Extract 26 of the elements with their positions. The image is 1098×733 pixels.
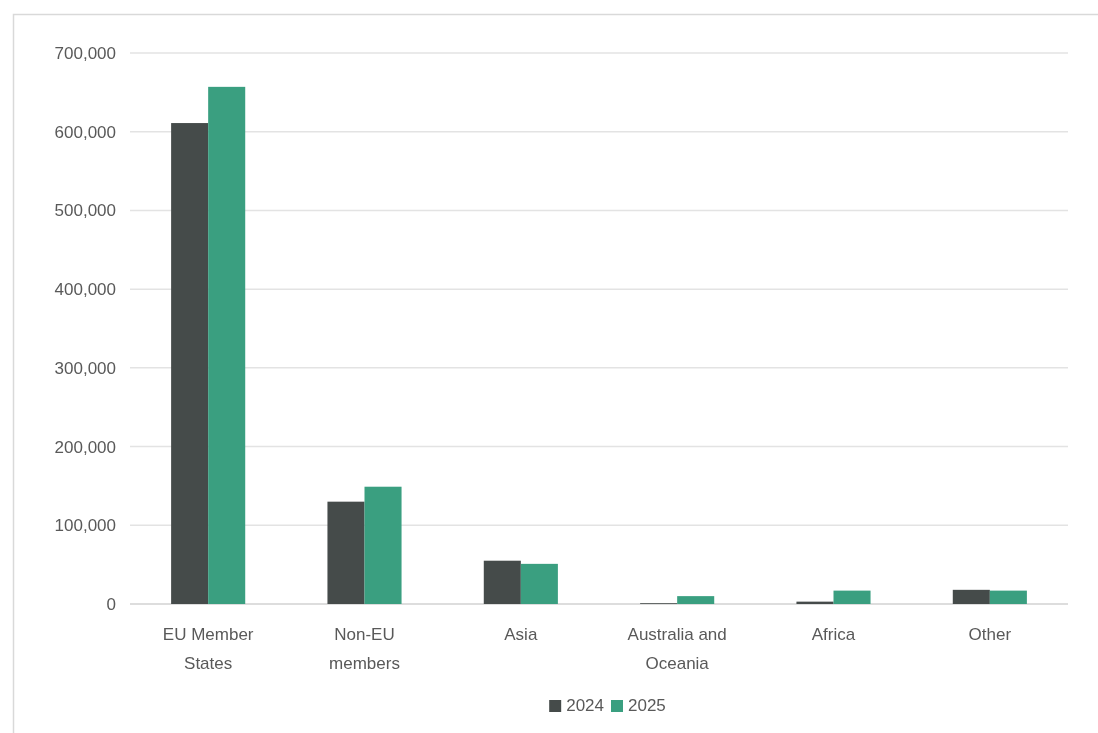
x-tick-label: Australia and Oceania — [627, 625, 727, 673]
bar — [952, 589, 990, 604]
bar — [833, 590, 871, 604]
legend-label: 2025 — [628, 696, 666, 715]
bar — [483, 560, 521, 604]
legend-label: 2024 — [566, 696, 605, 715]
y-tick-label: 200,000 — [54, 437, 116, 457]
y-tick-label: 500,000 — [54, 201, 116, 221]
y-tick-label: 700,000 — [54, 43, 116, 63]
bar — [677, 596, 715, 604]
x-tick-label: Non-EU members — [329, 625, 400, 673]
bar — [364, 486, 402, 604]
x-tick-label: Africa — [811, 625, 856, 644]
bar — [208, 86, 246, 604]
y-tick-label: 0 — [106, 594, 116, 614]
bar — [171, 123, 209, 604]
x-tick-label: EU Member States — [162, 625, 254, 673]
y-tick-label: 300,000 — [54, 358, 116, 378]
y-tick-label: 100,000 — [54, 516, 116, 536]
x-tick-label: Asia — [504, 625, 538, 644]
bar — [989, 590, 1027, 604]
y-tick-label: 600,000 — [54, 122, 116, 142]
bar — [327, 501, 365, 604]
x-tick-label: Other — [968, 625, 1012, 644]
y-tick-label: 400,000 — [54, 280, 116, 300]
bar — [520, 563, 558, 604]
